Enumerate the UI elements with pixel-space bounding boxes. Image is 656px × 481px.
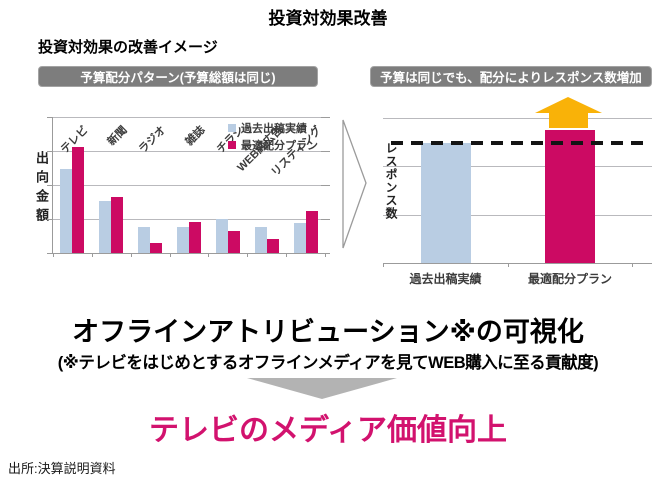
right-edge-tick — [321, 117, 330, 118]
bar-過去出稿実績 — [420, 142, 471, 263]
right-chart-y-axis-label: レスポンス数 — [384, 142, 398, 220]
bar-過去出稿実績-テレビ — [60, 168, 73, 253]
up-arrow-icon — [535, 97, 602, 128]
legend-swatch-optimal — [228, 140, 236, 149]
x-axis-tick — [632, 263, 634, 267]
transition-chevron-right-icon — [342, 119, 367, 249]
x-axis-label: 雑誌 — [183, 124, 208, 149]
x-axis-label: 過去出稿実績 — [409, 272, 482, 286]
legend-swatch-past — [228, 123, 236, 132]
bar-過去出稿実績-新聞 — [99, 201, 112, 253]
bar-過去出稿実績-リスティング — [293, 223, 306, 253]
x-axis-tick — [507, 263, 509, 267]
bar-最適配分プラン-新聞 — [111, 197, 124, 253]
y-axis-tick — [47, 117, 53, 118]
gridline — [383, 214, 652, 216]
right-chart-x-axis — [383, 263, 652, 264]
bar-過去出稿実績-WEB純広告 — [254, 227, 267, 253]
bar-過去出稿実績-チラシ — [215, 219, 228, 253]
source-note: 出所:決算説明資料 — [8, 461, 116, 476]
y-axis-tick — [47, 185, 53, 186]
y-axis-tick — [47, 151, 53, 152]
bar-最適配分プラン-リスティング — [305, 210, 318, 253]
left-chart-legend: 過去出稿実績 最適配分プラン — [228, 119, 318, 153]
x-axis-tick — [53, 253, 54, 257]
x-axis-tick — [91, 253, 93, 257]
left-chart-y-axis-label: 出向金額 — [34, 151, 49, 227]
offline-attribution-note: (※テレビをはじめとするオフラインメディアを見てWEB購入に至る貢献度) — [57, 354, 599, 372]
budget-pattern-banner: 予算配分パターン(予算総額は同じ) — [38, 66, 318, 87]
bar-過去出稿実績-ラジオ — [138, 227, 151, 253]
x-axis-label: 最適配分プラン — [527, 272, 612, 286]
y-axis-tick — [47, 253, 53, 254]
x-axis-tick — [208, 253, 210, 257]
bar-最適配分プラン-雑誌 — [189, 221, 201, 253]
right-edge-tick — [321, 185, 330, 186]
page-title: 投資対効果改善 — [268, 9, 388, 28]
right-edge-tick — [321, 151, 330, 152]
legend-label-optimal: 最適配分プラン — [241, 139, 318, 152]
gridline — [383, 118, 652, 119]
gridline — [53, 219, 325, 220]
down-arrow-icon — [247, 378, 397, 399]
bar-最適配分プラン-WEB純広告 — [266, 239, 279, 253]
response-increase-banner: 予算は同じでも、配分によりレスポンス数増加 — [370, 66, 652, 87]
x-axis-tick — [169, 253, 171, 257]
x-axis-tick — [247, 253, 249, 257]
bar-最適配分プラン — [545, 129, 595, 263]
budget-allocation-chart: テレビ新聞ラジオ雑誌チラシWEB純広告リスティング — [47, 117, 330, 257]
gridline — [53, 151, 325, 152]
bar-最適配分プラン-チラシ — [227, 231, 240, 253]
left-chart-x-axis — [53, 253, 325, 254]
tv-media-value-highlight: テレビのメディア価値向上 — [149, 414, 507, 447]
baseline-dashed-line — [391, 140, 649, 145]
x-axis-tick — [383, 263, 384, 267]
x-axis-tick — [286, 253, 288, 257]
legend-label-past: 過去出稿実績 — [241, 122, 307, 135]
x-axis-tick — [130, 253, 132, 257]
right-edge-tick — [321, 219, 330, 220]
gridline — [383, 166, 652, 168]
gridline — [53, 185, 325, 186]
y-axis-tick — [47, 219, 53, 220]
bar-最適配分プラン-ラジオ — [150, 243, 163, 253]
x-axis-tick — [325, 253, 326, 257]
bar-過去出稿実績-雑誌 — [177, 227, 189, 253]
response-comparison-chart: 過去出稿実績 最適配分プラン — [383, 118, 652, 286]
x-axis-label: 新聞 — [105, 124, 130, 149]
legend-item-past: 過去出稿実績 — [228, 119, 318, 136]
bar-最適配分プラン-テレビ — [72, 146, 85, 253]
gridline — [53, 117, 325, 118]
offline-attribution-headline: オフラインアトリビューション※の可視化 — [72, 317, 584, 347]
legend-item-optimal: 最適配分プラン — [228, 136, 318, 153]
section-subtitle: 投資対効果の改善イメージ — [38, 39, 218, 56]
